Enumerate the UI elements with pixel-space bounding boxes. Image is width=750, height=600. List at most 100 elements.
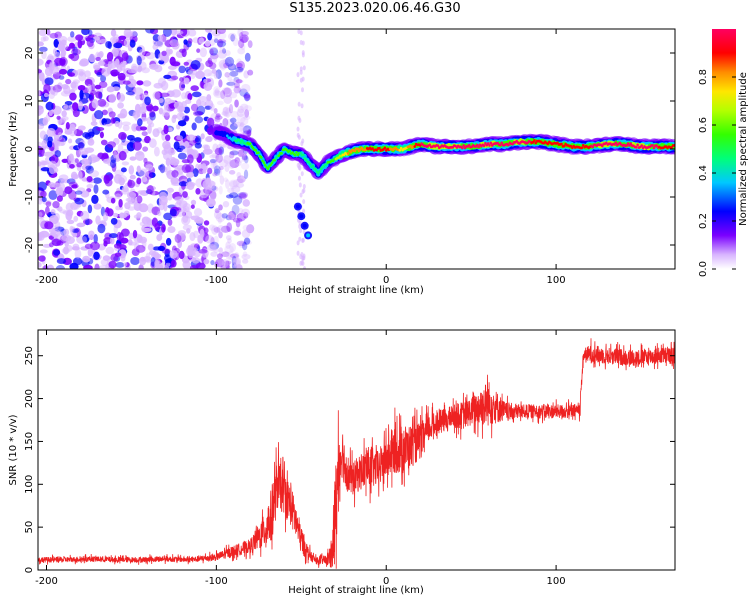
spectrogram-noise-blob xyxy=(207,243,216,251)
spectrogram-noise-blob xyxy=(194,111,204,116)
spectrogram-noise-blob xyxy=(59,209,68,214)
spectrogram-noise-blob xyxy=(191,122,197,131)
spectrogram-ridge-blob xyxy=(280,151,283,155)
spectrogram-noise-blob xyxy=(148,138,157,149)
spectrogram-noise-blob xyxy=(223,95,233,104)
spectrogram-noise-blob xyxy=(128,199,138,205)
spectrogram-noise-blob xyxy=(182,224,192,231)
spectrogram-noise-blob xyxy=(243,70,249,79)
spectrogram-noise-blob xyxy=(120,167,127,173)
spectrogram-noise-blob xyxy=(63,246,69,255)
spectrogram-noise-blob xyxy=(38,211,43,218)
spectrogram-ridge-blob xyxy=(560,142,563,146)
spectrogram-ridge-blob xyxy=(277,154,281,158)
spectrogram-noise-blob xyxy=(182,215,189,223)
snr-y-tick-label: 100 xyxy=(24,475,35,494)
spectrogram-noise-blob xyxy=(186,144,193,153)
spectrogram-noise-blob xyxy=(82,236,87,244)
spectrogram-noise-blob xyxy=(236,60,246,71)
spectrogram-noise-blob xyxy=(149,110,156,118)
spectrogram-streak-blob xyxy=(298,220,302,226)
spectrogram-noise-blob xyxy=(164,258,173,264)
spectrogram-noise-blob xyxy=(152,105,159,112)
spectrogram-noise-blob xyxy=(228,179,238,188)
spectrogram-ridge-blob xyxy=(482,144,486,148)
snr-y-axis-label: SNR (10 * v/v) xyxy=(8,414,19,485)
spectrogram-noise-blob xyxy=(213,165,221,174)
spectrogram-noise-blob xyxy=(229,159,240,169)
spectrogram-noise-blob xyxy=(142,80,152,87)
spectrogram-noise-blob xyxy=(114,58,120,69)
snr-x-tick-label: 0 xyxy=(383,576,389,587)
spectrogram-streak-blob xyxy=(301,138,305,144)
spectrogram-noise-blob xyxy=(218,159,229,168)
spectrogram-noise-blob xyxy=(187,68,198,76)
spectrogram-noise-blob xyxy=(241,36,248,44)
spectrogram-noise-blob xyxy=(232,195,243,205)
spectrogram-noise-blob xyxy=(174,30,184,35)
spectrogram-noise-blob xyxy=(209,244,218,252)
spectrogram-ridge-blob xyxy=(477,145,480,149)
spectrogram-noise-blob xyxy=(56,258,67,265)
spectrogram-noise-blob xyxy=(227,63,237,71)
spectrogram-noise-blob xyxy=(196,99,202,107)
spectrogram-noise-blob xyxy=(213,210,222,219)
spectrogram-noise-blob xyxy=(82,255,91,263)
spectrogram-noise-blob xyxy=(232,37,239,47)
spectrogram-noise-blob xyxy=(113,173,123,184)
spectrogram-noise-blob xyxy=(181,211,187,217)
spectrogram-streak-blob xyxy=(299,192,303,198)
spectrogram-noise-blob xyxy=(138,256,147,266)
spectrogram-noise-blob xyxy=(176,112,186,121)
spectrogram-ridge-blob xyxy=(476,143,479,147)
colorbar-tick-label: 0.6 xyxy=(698,117,709,133)
spectrogram-noise-blob xyxy=(229,122,238,131)
spectrogram-noise-blob xyxy=(113,243,122,249)
spectrogram-noise-blob xyxy=(49,60,56,68)
spectrogram-noise-blob xyxy=(238,31,244,41)
spectrogram-noise-blob xyxy=(240,43,246,51)
spectrogram-noise-blob xyxy=(188,251,196,257)
spectrogram-noise-blob xyxy=(225,255,235,261)
spectrogram-noise-blob xyxy=(165,134,171,142)
spectrogram-noise-blob xyxy=(243,237,251,245)
spectrogram-y-ticks: -20 -10 0 10 20 xyxy=(24,47,675,253)
spectrogram-noise-blob xyxy=(181,92,187,100)
spectrogram-ridge-blob xyxy=(353,149,357,153)
spectrogram-noise-blob xyxy=(170,75,179,81)
spectrogram-noise-blob xyxy=(82,234,90,243)
spectrogram-noise-blob xyxy=(90,83,96,92)
spectrogram-ridge-blob xyxy=(331,159,335,163)
spectrogram-noise-blob xyxy=(233,159,243,164)
spectrogram-noise-blob xyxy=(241,155,248,161)
spectrogram-noise-blob xyxy=(52,201,60,209)
spectrogram-noise-blob xyxy=(195,187,201,195)
spectrogram-noise-blob xyxy=(117,102,124,109)
spectrogram-noise-blob xyxy=(57,35,68,44)
spectrogram-noise-blob xyxy=(166,187,174,193)
spectrogram-noise-blob xyxy=(122,80,131,85)
spectrogram-noise-blob xyxy=(165,49,171,57)
spectrogram-noise-blob xyxy=(159,166,168,173)
spectrogram-noise-blob xyxy=(158,107,164,115)
spectrogram-noise-blob xyxy=(43,92,49,98)
spectrogram-noise-blob xyxy=(74,197,85,205)
spectrogram-noise-blob xyxy=(239,88,248,97)
spectrogram-noise-blob xyxy=(88,53,96,63)
spectrogram-noise-blob xyxy=(165,157,171,166)
spectrogram-noise-blob xyxy=(183,61,190,66)
spectrogram-noise-blob xyxy=(94,84,102,90)
spectrogram-noise-blob xyxy=(229,79,236,88)
spectrogram-noise-blob xyxy=(132,229,138,239)
spectrogram-ridge-blob xyxy=(614,141,618,145)
spectrogram-noise-blob xyxy=(241,208,250,217)
spectrogram-noise-blob xyxy=(114,193,122,199)
spectrogram-noise-blob xyxy=(212,160,218,170)
spectrogram-noise-blob xyxy=(170,259,177,268)
spectrogram-noise-blob xyxy=(217,147,222,153)
spectrogram-noise-blob xyxy=(168,127,173,132)
spectrogram-noise-blob xyxy=(61,110,67,118)
spectrogram-noise-blob xyxy=(225,241,231,249)
spectrogram-ridge-blob xyxy=(346,152,350,155)
spectrogram-noise-blob xyxy=(202,179,212,190)
